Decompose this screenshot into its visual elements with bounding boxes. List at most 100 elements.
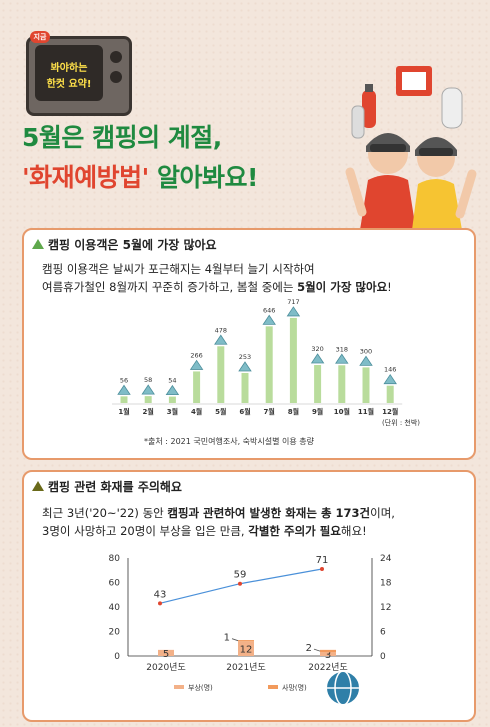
section1-desc: 캠핑 이용객은 날씨가 포근해지는 4월부터 늘기 시작하여 여름휴가철인 8월… <box>42 260 462 296</box>
chart1-unit: (단위 : 천박) <box>382 419 421 427</box>
tent-marker-icon <box>359 355 373 366</box>
panel-fires: 캠핑 관련 화재를 주의해요 최근 3년('20~'22) 동안 캠핑과 관련하… <box>22 470 476 722</box>
badge-line2: 한컷 요약! <box>46 79 92 90</box>
watermark: 외교저널 Diplomacy Journal <box>322 665 482 715</box>
panel-campers: 캠핑 이용객은 5월에 가장 많아요 캠핑 이용객은 날씨가 포근해지는 4월부… <box>22 228 476 460</box>
section2-heading-text: 캠핑 관련 화재를 주의해요 <box>48 480 182 494</box>
data-label: 253 <box>239 353 251 361</box>
section2-desc-line2: 3명이 사망하고 20명이 부상을 입은 만큼, <box>42 524 249 538</box>
fire-extinguisher-icon <box>362 90 376 128</box>
bar-injured <box>158 649 174 656</box>
bar <box>289 317 297 403</box>
title-line2-rest: 알아봐요! <box>148 163 258 192</box>
bar <box>144 396 152 403</box>
gas-tank-icon <box>441 87 463 129</box>
y-left-tick: 40 <box>109 603 121 613</box>
data-label-fires: 71 <box>316 555 329 566</box>
legend-label: 사망(명) <box>282 683 307 692</box>
y-left-tick: 0 <box>114 652 120 662</box>
bar <box>217 346 225 403</box>
data-label-injured: 5 <box>163 649 169 660</box>
tv-knob-icon <box>110 51 122 63</box>
leader-line <box>313 648 321 652</box>
y-left-tick: 20 <box>109 628 121 638</box>
data-label: 478 <box>215 326 227 334</box>
y-right-tick: 12 <box>380 603 391 613</box>
watermark-text: 외교저널 <box>364 675 438 699</box>
tick-label: 7월 <box>264 407 275 416</box>
section1-desc-line1: 캠핑 이용객은 날씨가 포근해지는 4월부터 늘기 시작하여 <box>42 262 315 276</box>
tv-badge: 봐야하는 한컷 요약! <box>26 36 132 116</box>
tent-marker-icon <box>117 384 131 395</box>
bar <box>265 326 273 403</box>
section2-desc-line1-end: 이며, <box>370 506 395 520</box>
section1-desc-line2: 여름휴가철인 8월까지 꾸준히 증가하고, 봄철 중에는 <box>42 280 298 294</box>
data-label-fires: 43 <box>154 589 167 600</box>
badge-tag: 지금 <box>30 31 50 43</box>
tick-label: 12월 <box>382 407 398 416</box>
section1-desc-highlight: 5월이 가장 많아요 <box>297 280 388 294</box>
data-label: 320 <box>311 345 323 353</box>
bar <box>168 396 176 403</box>
tick-label: 1월 <box>118 407 129 416</box>
tick-label: 11월 <box>358 407 374 416</box>
section1-heading-text: 캠핑 이용객은 5월에 가장 많아요 <box>48 238 217 252</box>
badge-line1: 봐야하는 <box>50 63 88 74</box>
tick-label: 2020년도 <box>146 662 185 673</box>
section2-desc-highlight1: 캠핑과 관련하여 발생한 화재는 총 173건 <box>167 506 371 520</box>
tick-label: 8월 <box>288 407 299 416</box>
data-label: 146 <box>384 366 396 374</box>
bar <box>338 365 346 403</box>
tick-label: 3월 <box>167 407 178 416</box>
bar-deaths <box>320 649 336 653</box>
y-right-tick: 18 <box>380 579 392 589</box>
data-label-injured: 3 <box>325 650 331 661</box>
tent-marker-icon <box>141 384 155 395</box>
tv-knob-icon <box>110 71 122 83</box>
page-title: 5월은 캠핑의 계절, '화재예방법' 알아봐요! <box>22 118 342 198</box>
tent-icon <box>32 239 44 249</box>
data-label: 56 <box>120 376 128 384</box>
legend-swatch <box>268 685 278 689</box>
section2-heading: 캠핑 관련 화재를 주의해요 <box>32 478 182 495</box>
fires-point <box>320 567 324 572</box>
fires-point <box>238 581 242 586</box>
data-label: 300 <box>360 347 372 355</box>
data-label: 717 <box>287 298 299 306</box>
tent-marker-icon <box>189 359 204 370</box>
bar <box>193 371 201 403</box>
globe-logo-icon <box>325 670 361 706</box>
section2-desc-highlight2: 각별한 주의가 필요 <box>248 524 341 538</box>
bar <box>314 365 322 403</box>
tent-marker-icon <box>165 384 180 395</box>
data-label: 54 <box>168 377 176 385</box>
tent-marker-icon <box>335 353 349 364</box>
legend-swatch <box>174 685 184 689</box>
tent-marker-icon <box>286 306 301 317</box>
tent-marker-icon <box>310 353 325 364</box>
fires-point <box>158 601 162 606</box>
monthly-campers-chart: 56 1월 58 2월 54 3월 266 4월 478 5월 253 6월 646 7월 717 8월 320… <box>112 298 403 416</box>
tick-label: 5월 <box>215 407 226 416</box>
y-right-tick: 24 <box>380 554 392 564</box>
leader-line <box>231 638 239 642</box>
data-label: 318 <box>336 345 348 353</box>
watermark-sub: Diplomacy Journal <box>362 697 435 706</box>
y-left-tick: 80 <box>109 554 121 564</box>
data-label-injured: 12 <box>240 645 253 656</box>
tent-icon <box>32 481 44 491</box>
bar-injured <box>320 652 336 656</box>
tent-marker-icon <box>238 361 252 372</box>
tick-label: 4월 <box>191 407 202 416</box>
tick-label: 10월 <box>334 407 350 416</box>
y-right-tick: 6 <box>380 628 386 638</box>
y-right-tick: 0 <box>380 652 386 662</box>
section1-desc-end: ! <box>387 280 392 294</box>
data-label: 58 <box>144 376 152 384</box>
title-line1: 5월은 캠핑의 계절, <box>22 123 222 152</box>
bar-injured <box>238 641 254 656</box>
tick-label: 2022년도 <box>308 662 347 673</box>
section2-desc-line2-end: 해요! <box>340 524 367 538</box>
bar <box>386 385 394 403</box>
data-label: 266 <box>190 351 202 359</box>
